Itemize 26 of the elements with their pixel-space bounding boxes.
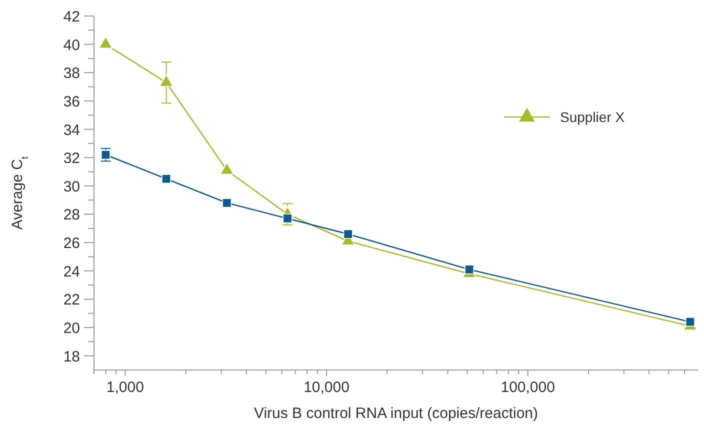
point (162, 174, 172, 184)
y-tick-label: 40 (63, 36, 80, 54)
legend-label: Supplier X (560, 109, 626, 125)
point (159, 74, 174, 87)
y-tick-label: 26 (63, 235, 80, 252)
x-tick-label: 100,000 (500, 379, 555, 396)
point (222, 198, 232, 208)
y-tick-label: 36 (63, 93, 80, 110)
point (343, 229, 353, 239)
point (282, 214, 292, 224)
x-axis-title: Virus B control RNA input (copies/reaction) (254, 405, 538, 422)
y-tick-label: 18 (63, 348, 80, 366)
y-tick-label: 32 (63, 150, 80, 168)
y-tick-label: 42 (63, 8, 80, 26)
y-tick-label: 34 (63, 122, 80, 139)
y-tick-label: 38 (63, 65, 80, 82)
y-tick-label: 24 (63, 263, 80, 280)
point (100, 150, 110, 160)
y-tick-label: 30 (63, 178, 80, 196)
point (98, 36, 113, 49)
y-tick-label: 22 (63, 292, 80, 309)
x-tick-label: 10,000 (304, 379, 350, 396)
point (220, 162, 234, 175)
y-tick-label: 20 (63, 320, 80, 338)
y-tick-label: 28 (63, 206, 80, 224)
x-tick-label: 1,000 (106, 379, 144, 396)
